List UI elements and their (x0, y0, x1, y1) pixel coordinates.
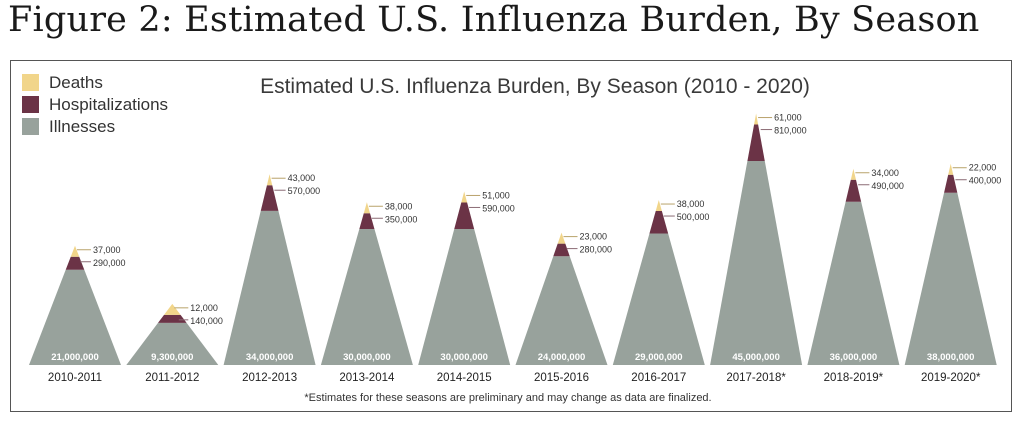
hospitalizations-value-label: 810,000 (774, 126, 807, 136)
deaths-value-label: 34,000 (871, 168, 899, 178)
season-label: 2011-2012 (145, 372, 199, 384)
deaths-peak (363, 202, 371, 214)
deaths-peak (850, 168, 856, 180)
illness-peak (515, 256, 608, 365)
illnesses-value-label: 38,000,000 (927, 352, 975, 363)
deaths-peak (70, 245, 80, 257)
illnesses-value-label: 30,000,000 (343, 352, 391, 363)
hospitalization-peak (649, 211, 669, 234)
deaths-value-label: 23,000 (580, 232, 608, 242)
illnesses-value-label: 24,000,000 (538, 352, 586, 363)
illnesses-value-label: 45,000,000 (732, 352, 780, 363)
deaths-value-label: 38,000 (385, 201, 413, 211)
hospitalizations-value-label: 280,000 (580, 245, 613, 255)
deaths-peak (948, 163, 954, 175)
hospitalization-peak (944, 174, 958, 193)
illness-peak (612, 233, 705, 365)
illness-peak (29, 269, 121, 365)
legend-label-hospitalizations: Hospitalizations (49, 95, 168, 114)
hospitalizations-value-label: 290,000 (93, 258, 126, 268)
hospitalizations-value-label: 500,000 (677, 212, 710, 222)
illness-peak (904, 192, 997, 365)
hospitalization-peak (158, 314, 187, 323)
season-label: 2010-2011 (48, 372, 102, 384)
legend-label-illnesses: Illnesses (49, 117, 115, 136)
illness-peak (807, 201, 900, 365)
deaths-value-label: 51,000 (482, 190, 510, 200)
illnesses-value-label: 29,000,000 (635, 352, 683, 363)
hospitalizations-value-label: 590,000 (482, 203, 515, 213)
legend-swatch-illnesses (22, 118, 39, 135)
page-title: Figure 2: Estimated U.S. Influenza Burde… (8, 0, 980, 40)
deaths-peak (266, 174, 273, 186)
hospitalization-peak (747, 124, 765, 161)
illness-peak (223, 210, 316, 365)
season-label: 2019-2020* (921, 372, 981, 384)
deaths-value-label: 38,000 (677, 199, 705, 209)
illness-peak (126, 322, 219, 365)
chart-frame: Deaths Hospitalizations Illnesses Estimate… (10, 60, 1012, 412)
deaths-peak (655, 200, 662, 212)
deaths-value-label: 22,000 (969, 163, 997, 173)
illnesses-value-label: 21,000,000 (51, 352, 99, 363)
hospitalization-peak (65, 256, 85, 270)
hospitalization-peak (454, 202, 475, 229)
illness-peak (710, 161, 803, 365)
chart-svg: Deaths Hospitalizations Illnesses Estimate… (22, 73, 1001, 404)
deaths-value-label: 61,000 (774, 113, 802, 123)
deaths-peak (754, 113, 759, 125)
deaths-peak (461, 191, 468, 203)
season-label: 2012-2013 (242, 372, 297, 384)
legend-label-deaths: Deaths (49, 73, 103, 92)
season-label: 2013-2014 (339, 372, 395, 384)
hospitalization-peak (359, 213, 375, 229)
hospitalizations-value-label: 400,000 (969, 176, 1002, 186)
illness-peak (418, 229, 511, 365)
hospitalizations-value-label: 140,000 (190, 316, 223, 326)
legend: Deaths Hospitalizations Illnesses (22, 73, 168, 136)
plot-area: 37,000 290,000 21,000,000 2010-2011 12,000 14… (29, 113, 1001, 384)
deaths-value-label: 12,000 (190, 303, 218, 313)
hospitalization-peak (845, 179, 862, 202)
illnesses-value-label: 34,000,000 (246, 352, 294, 363)
hospitalization-peak (260, 185, 279, 211)
season-label: 2015-2016 (534, 372, 589, 384)
deaths-value-label: 37,000 (93, 245, 121, 255)
footnote: *Estimates for these seasons are prelimi… (304, 392, 711, 404)
hospitalizations-value-label: 570,000 (288, 186, 321, 196)
season-label: 2016-2017 (631, 372, 686, 384)
legend-swatch-deaths (22, 74, 39, 91)
deaths-peak (164, 303, 181, 315)
legend-swatch-hospitalizations (22, 96, 39, 113)
deaths-peak (557, 232, 566, 244)
season-label: 2018-2019* (824, 372, 884, 384)
illness-peak (320, 229, 413, 365)
hospitalizations-value-label: 490,000 (871, 181, 904, 191)
illnesses-value-label: 30,000,000 (440, 352, 488, 363)
season-label: 2014-2015 (437, 372, 492, 384)
hospitalization-peak (553, 243, 570, 257)
season-label: 2017-2018* (726, 372, 786, 384)
deaths-value-label: 43,000 (288, 173, 316, 183)
illnesses-value-label: 36,000,000 (830, 352, 878, 363)
hospitalizations-value-label: 350,000 (385, 214, 418, 224)
illnesses-value-label: 9,300,000 (151, 352, 193, 363)
chart-title: Estimated U.S. Influenza Burden, By Seas… (260, 75, 810, 98)
